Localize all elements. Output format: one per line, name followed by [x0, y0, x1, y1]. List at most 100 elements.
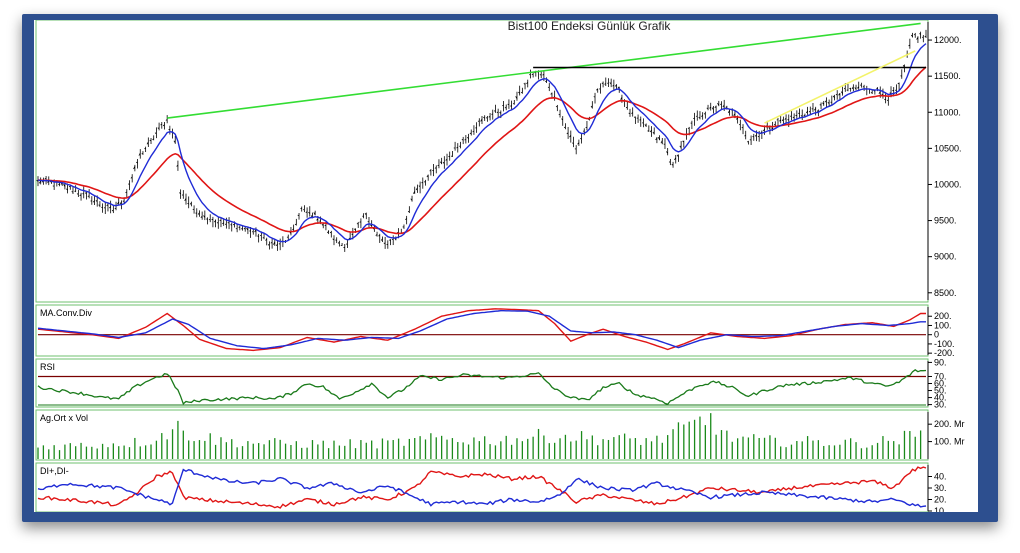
support-trend-line: [764, 50, 916, 124]
macd-pane: MA.Conv.Div 200.100.0-100.-200.: [35, 304, 955, 358]
dmi-pane-label: DI+,DI-: [40, 466, 69, 476]
price-bar-open-tick: [668, 161, 671, 163]
price-bar-open-tick: [76, 193, 79, 195]
dmi-tick-label: 20.: [934, 495, 947, 505]
price-bar-open-tick: [337, 241, 340, 244]
rsi-tick-label: 60.: [934, 379, 947, 389]
price-bar-open-tick: [916, 37, 919, 40]
price-bar-open-tick: [781, 118, 784, 122]
price-bar-open-tick: [413, 191, 416, 194]
price-bar-open-tick: [146, 141, 149, 145]
price-bar-open-tick: [364, 212, 367, 216]
price-bar-open-tick: [771, 127, 773, 129]
dmi-tick-label: 30.: [934, 483, 947, 493]
volume-pane: Ag.Ort x Vol 200. Mr 100. Mr: [35, 409, 965, 461]
price-bar-open-tick: [332, 238, 335, 241]
price-bar-open-tick: [518, 91, 520, 94]
dmi-pane: DI+,DI- 40.30. 20.10.: [35, 462, 947, 516]
price-bar-open-tick: [208, 218, 211, 221]
chart-window-frame: Bist100 Endeksi Günlük Grafik 12000. 1150…: [22, 14, 998, 522]
volume-pane-border: [35, 409, 929, 461]
price-bar-open-tick: [181, 194, 184, 196]
price-bar-open-tick: [709, 107, 711, 109]
price-bar-open-tick: [79, 194, 82, 197]
price-bar-open-tick: [176, 164, 179, 167]
price-bar-open-tick: [563, 126, 566, 129]
price-bar-open-tick: [216, 222, 219, 224]
price-bar-open-tick: [305, 211, 308, 214]
price-bar-open-tick: [44, 177, 47, 180]
price-bar-open-tick: [744, 135, 746, 137]
price-bar-open-tick: [577, 142, 580, 145]
price-bar-open-tick: [720, 103, 722, 105]
price-bar-open-tick: [773, 124, 776, 126]
price-bar-open-tick: [736, 117, 738, 120]
price-bar-open-tick: [106, 204, 109, 206]
price-bar-open-tick: [133, 166, 136, 170]
dmi-y-axis: 40.30. 20.10.: [927, 465, 947, 516]
price-bar-open-tick: [434, 167, 437, 169]
price-bar-open-tick: [655, 137, 658, 141]
price-bar-open-tick: [674, 157, 677, 161]
rsi-tick-label: 40.: [934, 393, 947, 403]
price-bar-open-tick: [157, 127, 160, 130]
macd-y-axis: 200.100.0-100.-200.: [927, 307, 955, 358]
price-bar-open-tick: [407, 210, 410, 213]
price-bar-open-tick: [84, 192, 87, 195]
price-bar-open-tick: [816, 110, 819, 112]
price-bar-open-tick: [152, 138, 154, 140]
price-pane: Bist100 Endeksi Günlük Grafik 12000. 1150…: [35, 19, 962, 303]
price-bar-open-tick: [273, 241, 276, 245]
price-bar-open-tick: [580, 137, 582, 140]
volume-y-axis: 200. Mr 100. Mr: [927, 412, 965, 459]
price-bars: [36, 29, 927, 252]
price-bar-open-tick: [227, 222, 230, 224]
price-bar-open-tick: [197, 212, 200, 215]
price-bar-open-tick: [130, 176, 133, 179]
price-bar-open-tick: [488, 116, 491, 118]
price-tick-label: 11500.: [934, 71, 961, 81]
price-bar-open-tick: [558, 113, 561, 116]
dmi-di-plus-line: [37, 466, 927, 509]
price-bar-open-tick: [631, 112, 633, 114]
price-bar-open-tick: [609, 82, 612, 85]
price-bar-open-tick: [119, 201, 122, 205]
upper-trend-line: [167, 22, 921, 119]
price-bar-open-tick: [138, 152, 141, 156]
price-bar-open-tick: [784, 117, 787, 120]
price-bar-open-tick: [254, 229, 257, 233]
price-bar-open-tick: [714, 106, 717, 109]
price-bar-open-tick: [423, 180, 426, 183]
price-bar-open-tick: [805, 110, 808, 114]
price-bar-open-tick: [109, 206, 111, 209]
price-bar-open-tick: [520, 91, 523, 94]
price-bar-open-tick: [203, 215, 206, 218]
price-tick-label: 10000.: [934, 179, 962, 189]
price-bar-open-tick: [313, 212, 316, 216]
price-bar-open-tick: [779, 119, 781, 122]
price-tick-label: 10500.: [934, 143, 962, 153]
price-bar-open-tick: [854, 87, 857, 90]
macd-tick-label: 100.: [934, 320, 952, 330]
price-tick-label: 11000.: [934, 107, 961, 117]
price-bar-open-tick: [292, 228, 294, 231]
volume-pane-label: Ag.Ort x Vol: [40, 413, 88, 423]
price-bar-open-tick: [189, 202, 192, 205]
price-y-axis: 12000. 11500. 11000. 10500. 10000. 9500. 9000.…: [927, 22, 962, 300]
price-bar-open-tick: [701, 115, 703, 117]
price-bar-open-tick: [835, 93, 838, 96]
price-bar-open-tick: [614, 84, 617, 87]
rsi-pane-label: RSI: [40, 362, 55, 372]
price-bar-open-tick: [838, 93, 841, 96]
price-bar-open-tick: [39, 180, 42, 184]
price-bar-open-tick: [351, 233, 353, 235]
macd-tick-label: -100.: [934, 339, 955, 349]
price-bar-open-tick: [321, 223, 324, 227]
price-bar-open-tick: [213, 220, 216, 223]
price-bar-open-tick: [682, 140, 685, 143]
price-bar-open-tick: [741, 126, 744, 129]
price-bar-open-tick: [440, 161, 442, 164]
price-bar-open-tick: [652, 131, 655, 135]
price-bar-open-tick: [356, 223, 359, 225]
price-bar-open-tick: [910, 34, 913, 37]
